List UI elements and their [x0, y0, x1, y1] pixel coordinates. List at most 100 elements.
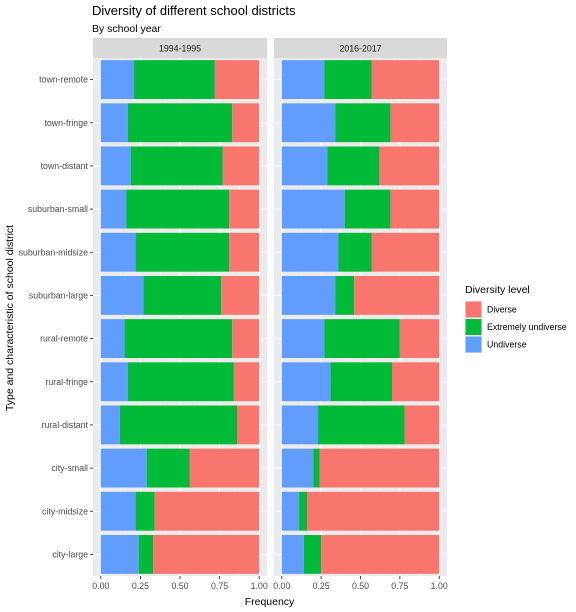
bar-segment-extremely-undiverse: [344, 189, 391, 229]
bar-segment-diverse: [390, 103, 440, 143]
y-tick-label: city-midsize: [42, 506, 88, 516]
x-tick-label: 1.00: [431, 581, 448, 591]
bar-segment-undiverse: [100, 534, 139, 574]
bar-segment-diverse: [229, 189, 260, 229]
bar-segment-extremely-undiverse: [335, 103, 391, 143]
bar-segment-extremely-undiverse: [134, 60, 215, 100]
x-tick-label: 0.25: [313, 581, 330, 591]
y-tick-label: suburban-midsize: [19, 247, 89, 257]
bar-segment-extremely-undiverse: [313, 448, 320, 488]
bar-segment-undiverse: [100, 448, 147, 488]
bar-segment-extremely-undiverse: [338, 232, 372, 272]
bar-segment-undiverse: [100, 405, 120, 445]
bar-segment-undiverse: [100, 146, 131, 186]
bar-segment-undiverse: [281, 448, 314, 488]
chart-title: Diversity of different school districts: [92, 3, 296, 18]
y-tick-label: rural-distant: [42, 420, 89, 430]
bar-segment-diverse: [237, 405, 260, 445]
bar-segment-undiverse: [100, 60, 135, 100]
bar-segment-extremely-undiverse: [127, 362, 234, 402]
legend-entry-label: Diverse: [487, 305, 517, 315]
x-tick-label: 0.50: [352, 581, 369, 591]
facet-panels: 1994-1995 0.00 0.25 0.50 0.75 1.00 2016-2017 0.…: [92, 38, 448, 591]
x-tick-label: 0.50: [171, 581, 188, 591]
facet-strip: [93, 38, 267, 58]
bar-segment-undiverse: [281, 146, 328, 186]
bar-segment-undiverse: [281, 232, 339, 272]
bar-segment-undiverse: [100, 491, 136, 531]
y-tick-label: town-distant: [41, 161, 89, 171]
bar-segment-extremely-undiverse: [138, 534, 154, 574]
bar-segment-undiverse: [281, 103, 336, 143]
bar-segment-extremely-undiverse: [327, 146, 380, 186]
bar-segment-undiverse: [281, 362, 331, 402]
bar-segment-diverse: [214, 60, 260, 100]
bar-segment-extremely-undiverse: [317, 405, 405, 445]
facet-strip-label: 2016-2017: [339, 44, 381, 54]
chart-subtitle: By school year: [92, 23, 161, 35]
bar-segment-extremely-undiverse: [135, 232, 230, 272]
bar-segment-diverse: [354, 275, 440, 315]
x-tick-label: 0.00: [273, 581, 290, 591]
bar-segment-undiverse: [100, 275, 144, 315]
bar-segment-extremely-undiverse: [324, 319, 400, 359]
y-tick-label: city-small: [51, 463, 88, 473]
bar-segment-undiverse: [281, 319, 325, 359]
bar-segment-extremely-undiverse: [130, 146, 223, 186]
bar-segment-extremely-undiverse: [127, 103, 233, 143]
bar-segment-undiverse: [100, 232, 136, 272]
bar-segment-diverse: [379, 146, 440, 186]
bar-segment-extremely-undiverse: [119, 405, 238, 445]
bar-segment-diverse: [222, 146, 260, 186]
y-tick-label: suburban-small: [28, 204, 88, 214]
bar-segment-diverse: [321, 534, 440, 574]
facet-strip-label: 1994-1995: [159, 44, 201, 54]
bar-segment-extremely-undiverse: [143, 275, 222, 315]
bar-segment-diverse: [153, 534, 260, 574]
bar-segment-diverse: [319, 448, 440, 488]
bar-segment-undiverse: [281, 491, 300, 531]
legend-entry-label: Undiverse: [487, 340, 527, 350]
facet-panel: 2016-2017 0.00 0.25 0.50 0.75 1.00: [273, 38, 448, 591]
bar-segment-extremely-undiverse: [126, 189, 230, 229]
bar-segment-diverse: [371, 232, 440, 272]
bar-segment-diverse: [221, 275, 260, 315]
bar-segment-extremely-undiverse: [299, 491, 307, 531]
legend-swatch: [465, 319, 482, 335]
bar-segment-diverse: [233, 362, 260, 402]
y-tick-label: city-large: [52, 549, 88, 559]
legend-entry-label: Extremely undiverse: [487, 322, 567, 332]
legend-swatch: [465, 336, 482, 353]
legend: Diversity level Diverse Extremely undivers…: [465, 284, 567, 353]
facet-panel: 1994-1995 0.00 0.25 0.50 0.75 1.00: [92, 38, 268, 591]
bar-segment-undiverse: [281, 189, 345, 229]
bar-segment-diverse: [229, 232, 260, 272]
x-tick-label: 0.75: [391, 581, 408, 591]
bar-segment-diverse: [189, 448, 260, 488]
y-tick-label: town-fringe: [44, 118, 88, 128]
bar-segment-diverse: [232, 319, 260, 359]
y-tick-label: rural-remote: [40, 334, 88, 344]
x-axis-label: Frequency: [245, 596, 295, 608]
bar-segment-extremely-undiverse: [124, 319, 233, 359]
x-tick-label: 1.00: [251, 581, 268, 591]
y-tick-label: rural-fringe: [45, 377, 88, 387]
bar-segment-diverse: [404, 405, 440, 445]
bar-segment-undiverse: [100, 189, 127, 229]
bar-segment-diverse: [399, 319, 440, 359]
bar-segment-extremely-undiverse: [146, 448, 190, 488]
y-axis: town-remote town-fringe town-distant suburb…: [19, 75, 93, 559]
facet-strip: [274, 38, 447, 58]
bar-segment-diverse: [154, 491, 260, 531]
bar-segment-undiverse: [281, 60, 325, 100]
bar-segment-extremely-undiverse: [303, 534, 322, 574]
bar-segment-extremely-undiverse: [324, 60, 372, 100]
bar-segment-diverse: [371, 60, 440, 100]
x-tick-label: 0.00: [92, 581, 109, 591]
bar-segment-undiverse: [100, 319, 125, 359]
legend-title: Diversity level: [465, 284, 530, 296]
bar-segment-diverse: [390, 189, 440, 229]
bar-segment-undiverse: [100, 362, 128, 402]
x-tick-label: 0.25: [132, 581, 149, 591]
